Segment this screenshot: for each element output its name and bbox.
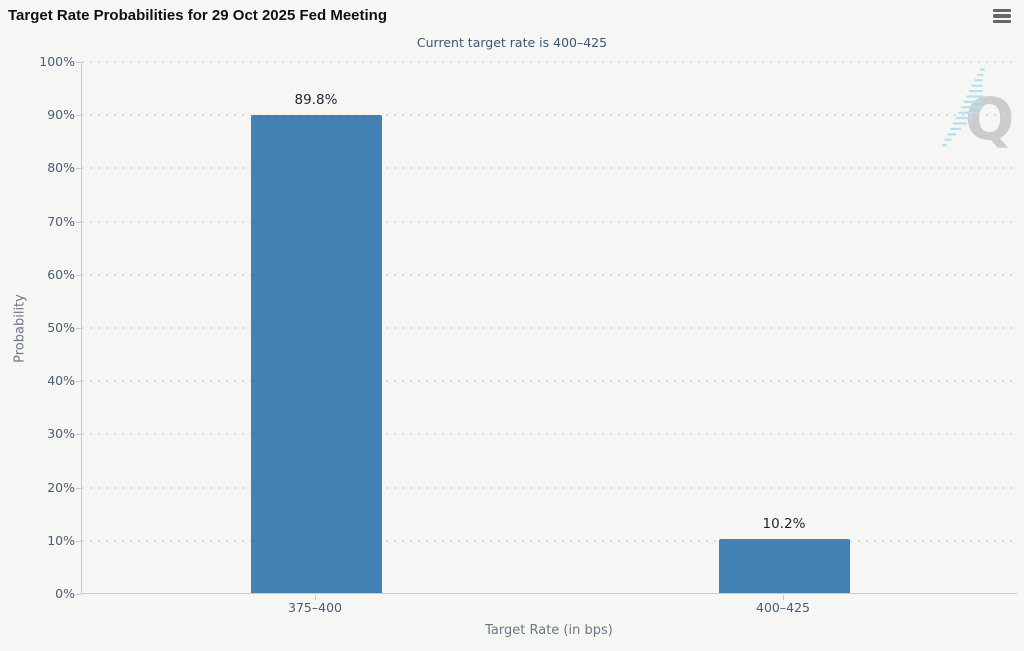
bar-value-label: 89.8%	[294, 92, 338, 109]
y-axis-tick-mark	[76, 62, 81, 63]
gridline	[82, 380, 1017, 383]
y-axis-tick-label: 60%	[47, 266, 75, 282]
y-axis-tick-mark	[76, 168, 81, 170]
y-axis-tick-mark	[76, 274, 81, 276]
plot-area: 89.8% 10.2%	[81, 61, 1017, 594]
gridline	[82, 486, 1017, 489]
x-axis-title: Target Rate (in bps)	[485, 623, 613, 638]
chart-context-menu-button[interactable]	[990, 5, 1016, 29]
gridline	[82, 327, 1017, 329]
y-axis-tick-label: 30%	[47, 426, 75, 442]
chart-bar[interactable]	[250, 115, 382, 593]
y-axis-tick-mark	[76, 434, 81, 436]
chart-title: Target Rate Probabilities for 29 Oct 202…	[8, 7, 387, 24]
y-axis-tick-mark	[76, 487, 81, 489]
y-axis-tick-mark	[76, 328, 81, 329]
gridline	[82, 433, 1017, 436]
y-axis-tick-label: 20%	[47, 479, 75, 495]
y-axis-tick-label: 0%	[55, 586, 75, 601]
y-axis-tick-mark	[76, 381, 81, 383]
y-axis-tick-label: 100%	[39, 54, 75, 69]
hamburger-icon	[993, 9, 1013, 23]
gridline	[82, 539, 1017, 542]
chart-bar[interactable]	[718, 538, 850, 593]
y-axis-tick-mark	[76, 594, 81, 595]
y-axis-tick-label: 10%	[47, 532, 75, 548]
chart-subtitle: Current target rate is 400–425	[416, 35, 608, 50]
x-axis-category-label: 375–400	[288, 600, 342, 615]
gridline	[82, 61, 1017, 63]
gridline	[82, 167, 1017, 170]
y-axis-tick-label: 80%	[47, 160, 75, 176]
y-axis-tick-label: 50%	[47, 320, 75, 335]
y-axis-tick-mark	[76, 115, 81, 117]
bar-value-label: 10.2%	[762, 515, 806, 532]
y-axis-tick-label: 90%	[47, 107, 75, 123]
x-axis-tick-mark	[783, 595, 784, 600]
y-axis-tick-mark	[76, 221, 81, 223]
gridline	[82, 220, 1017, 223]
y-axis-tick-label: 70%	[47, 213, 75, 229]
x-axis-category-label: 400–425	[756, 600, 810, 615]
y-axis-tick-label: 40%	[47, 373, 75, 389]
gridline	[82, 273, 1017, 276]
y-axis-tick-mark	[76, 540, 81, 542]
x-axis-tick-mark	[315, 595, 316, 600]
gridline	[82, 114, 1017, 117]
